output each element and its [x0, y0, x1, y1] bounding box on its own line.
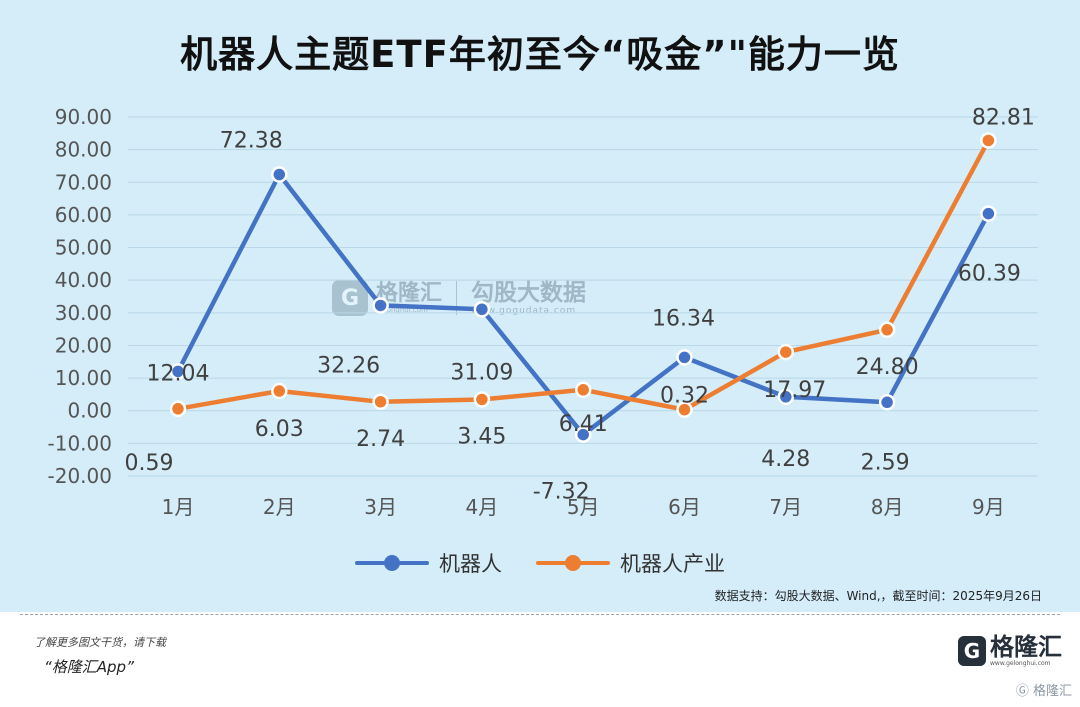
series-2-point	[169, 400, 187, 418]
y-tick-label: -20.00	[48, 464, 112, 488]
data-label: 72.38	[220, 129, 283, 154]
chart-title: 机器人主题ETF年初至今“吸金”"能力一览	[180, 33, 900, 76]
series-2-point	[980, 132, 997, 149]
data-label: 4.28	[761, 447, 810, 472]
series-2-point	[878, 321, 896, 339]
brand-name: 格隆汇	[990, 633, 1062, 661]
x-tick-label: 2月	[263, 495, 296, 519]
x-tick-label: 8月	[871, 495, 904, 519]
footer-download-text: 了解更多图文干货，请下载	[34, 636, 166, 649]
series-2-point	[777, 343, 795, 361]
watermark-product-url: www.gogudata.com	[471, 305, 577, 316]
watermark-brand-url: gelonghui.com	[376, 306, 428, 314]
data-label: 0.59	[125, 451, 174, 476]
x-tick-label: 7月	[769, 495, 802, 519]
data-label: 6.03	[255, 417, 304, 442]
series-1-point	[574, 426, 592, 443]
data-label: 32.26	[317, 353, 380, 378]
series-2-point	[271, 382, 288, 400]
data-label: 31.09	[450, 360, 513, 385]
footer-app-name: “格隆汇App”	[44, 658, 134, 676]
series-2-point	[473, 391, 491, 408]
y-tick-label: 90.00	[55, 105, 112, 129]
data-label: 2.59	[861, 450, 910, 475]
legend-swatch-series-1	[355, 553, 429, 573]
data-label: 6.41	[559, 412, 608, 437]
series-1-point	[473, 301, 491, 318]
legend-label-series-1: 机器人	[439, 552, 502, 576]
y-tick-label: 50.00	[55, 236, 112, 260]
x-tick-label: 4月	[466, 495, 499, 519]
series-1-point	[980, 205, 997, 222]
data-label: 24.80	[856, 355, 919, 380]
y-tick-label: 30.00	[55, 301, 112, 325]
y-tick-label: 20.00	[55, 333, 112, 357]
corner-watermark: Ⓖ 格隆汇	[1015, 684, 1072, 699]
series-1-point	[878, 394, 896, 411]
y-tick-label: 10.00	[55, 366, 112, 390]
x-tick-label: 6月	[668, 495, 701, 519]
series-1-point	[777, 388, 795, 406]
watermark-divider	[456, 281, 458, 315]
x-tick-label: 3月	[364, 495, 397, 519]
brand-url: www.gelonghui.com	[990, 660, 1051, 667]
data-label: 82.81	[972, 105, 1035, 130]
data-label: 2.74	[356, 427, 405, 452]
footer-brand: G 格隆汇 www.gelonghui.com	[958, 634, 1062, 668]
x-tick-label: 5月	[567, 495, 600, 519]
data-label: -7.32	[533, 480, 590, 505]
series-2-point	[676, 401, 693, 418]
x-tick-label: 1月	[162, 495, 195, 519]
legend-item-series-2: 机器人产业	[536, 548, 725, 578]
series-1-point	[271, 166, 288, 183]
y-tick-label: 60.00	[55, 203, 112, 227]
line-chart: 90.00 80.00 70.00 60.00 50.00 40.00 30.00 20.00…	[48, 105, 1038, 519]
brand-logo-icon: G	[958, 636, 986, 666]
source-note: 数据支持：勾股大数据、Wind,，截至时间：2025年9月26日	[714, 589, 1042, 603]
x-tick-label: 9月	[972, 495, 1005, 519]
y-tick-label: 70.00	[55, 170, 112, 194]
chart-legend: 机器人 机器人产业	[0, 548, 1080, 578]
legend-label-series-2: 机器人产业	[620, 552, 725, 576]
series-2-point	[372, 393, 389, 411]
watermark: G 格隆汇 gelonghui.com 勾股大数据 www.gogudata.c…	[332, 280, 586, 316]
data-label: 17.97	[763, 378, 826, 403]
watermark-logo-icon: G	[332, 280, 368, 316]
data-label: 60.39	[958, 262, 1021, 287]
y-tick-label: 40.00	[55, 268, 112, 292]
data-label: 16.34	[652, 306, 715, 331]
data-label: 12.04	[147, 361, 210, 386]
watermark-product: 勾股大数据	[471, 279, 587, 306]
data-label: 0.32	[660, 384, 709, 409]
legend-swatch-series-2	[536, 553, 610, 573]
series-1-point	[676, 349, 693, 366]
footer-divider	[20, 614, 1060, 615]
series-1-point	[372, 297, 389, 314]
y-tick-label: 80.00	[55, 138, 112, 162]
series-1-point	[169, 363, 187, 380]
corner-watermark-text: 格隆汇	[1032, 684, 1072, 699]
series-2-point	[574, 381, 592, 399]
y-tick-label: 0.00	[67, 399, 112, 423]
y-tick-label: -10.00	[48, 431, 112, 455]
data-label: 3.45	[457, 424, 506, 449]
legend-item-series-1: 机器人	[355, 548, 502, 578]
